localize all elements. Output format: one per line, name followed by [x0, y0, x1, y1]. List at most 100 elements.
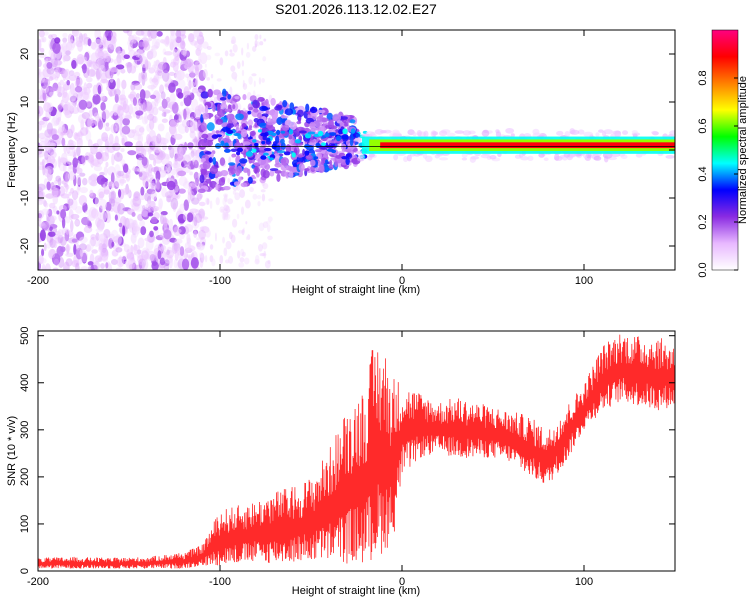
spectrogram-cell [527, 155, 534, 162]
spectrogram-cell [62, 40, 68, 53]
spectrogram-cell [374, 129, 384, 135]
spectrogram-cell [254, 39, 258, 48]
spectrogram-cell [122, 187, 131, 194]
spectrogram-cell [253, 118, 260, 123]
spectrogram-cell [137, 237, 145, 249]
spectrogram-cell [261, 253, 267, 257]
snr-xtick-label: 0 [399, 576, 405, 588]
spectrogram-cell [140, 226, 147, 236]
spectrogram-cell [239, 189, 245, 199]
spectrogram-cell [41, 266, 47, 270]
spectrogram-cell [197, 181, 200, 185]
spectrogram-cell [167, 166, 172, 178]
spectrogram-cell [369, 133, 377, 137]
spectrogram-cell [133, 83, 143, 91]
spectrogram-cell [110, 259, 118, 266]
spectrogram-cell [76, 174, 82, 186]
spectrogram-cell [41, 158, 45, 170]
spectrogram-cell [42, 91, 47, 101]
spectrogram-cell [168, 71, 176, 77]
spectrogram-cell [241, 123, 247, 128]
spectrogram-cell [393, 154, 399, 161]
spectrogram-cell [47, 231, 56, 237]
spectrogram-cell [75, 262, 80, 270]
spectrogram-cell [357, 136, 362, 143]
spectrogram-cell [261, 193, 266, 202]
spectrogram-cell [136, 93, 140, 99]
spectrogram-cell [137, 133, 144, 144]
spectrogram-cell [131, 212, 136, 217]
spectrogram-cell [505, 127, 515, 134]
snr-ytick-label: 500 [19, 327, 31, 345]
colorbar-gradient [711, 29, 739, 271]
spectrogram-cell [197, 58, 202, 64]
spectrogram-cell [217, 108, 225, 118]
spectrogram-cell [283, 151, 291, 156]
spectrogram-cell [60, 193, 70, 199]
spectrogram-cell [334, 160, 338, 167]
spectrogram-cell [222, 236, 225, 244]
spectrogram-cell [101, 211, 107, 222]
snr-xtick-label: 100 [575, 576, 593, 588]
spectrogram-cell [285, 172, 290, 179]
spectrogram-cell [307, 131, 316, 135]
spectrogram-cell [261, 78, 265, 83]
spectrogram-cell [52, 227, 58, 234]
spectrogram-cell [95, 217, 101, 228]
spectrogram-cell [43, 102, 52, 112]
spectrogram-cell [480, 153, 491, 159]
spectrogram-cell [228, 255, 234, 264]
spectrogram-cell [229, 52, 235, 57]
spectrogram-cell [49, 87, 57, 92]
spectrogram-cell [189, 130, 196, 139]
spectrogram-cell [201, 133, 209, 139]
spectrogram-cell [127, 44, 134, 52]
spectrogram-cell [205, 228, 211, 238]
spectrogram-cell [50, 151, 57, 159]
spectrogram-cell [151, 205, 160, 212]
spectrogram-cell [175, 36, 182, 44]
spectrogram-cell [340, 116, 348, 120]
spectrogram-cell [179, 203, 185, 214]
spectrogram-cell [180, 40, 186, 50]
spectrogram-cell [120, 68, 126, 74]
spectrogram-cell [635, 153, 643, 158]
spectrogram-cell [256, 172, 260, 178]
spectrogram-cell [67, 171, 76, 181]
spectrogram-cell [189, 116, 195, 127]
spectrogram-cell [236, 213, 240, 219]
spectrogram-cell [151, 191, 157, 201]
spectrogram-cell [209, 244, 214, 250]
spectrogram-cell [197, 193, 201, 199]
spectrogram-cell [128, 222, 136, 233]
spectrogram-cell [153, 60, 157, 69]
spectrogram-cell [252, 139, 257, 143]
spectrogram-cell [61, 217, 66, 229]
spectrogram-cell [166, 249, 170, 256]
spectrogram-cell [247, 136, 253, 140]
spectrogram-cell [144, 237, 153, 242]
spectrogram-cell [176, 247, 181, 256]
spectrogram-cell [101, 109, 110, 120]
spectrogram-cell [181, 258, 190, 270]
spectrogram-cell [261, 140, 266, 145]
snr-frame [37, 330, 676, 572]
spectrogram-cell [237, 250, 241, 259]
spectrogram-cell [38, 254, 44, 265]
spectrogram-cell [199, 52, 208, 65]
spectrogram-cell [136, 249, 142, 255]
spectrogram-cell [214, 52, 221, 57]
spectrogram-cell [234, 76, 238, 82]
snr-xtick-label: -200 [27, 576, 49, 588]
spectrogram-cell [186, 233, 191, 244]
spectrogram-cell [93, 162, 102, 168]
spectrogram-cell [58, 121, 65, 133]
spectrogram-cell [44, 166, 54, 175]
signal-band-core [380, 142, 675, 149]
colorbar-tick-label: 0.8 [697, 70, 709, 85]
spectrogram-cell [262, 169, 270, 179]
spectrogram-cell [38, 68, 41, 76]
spectrogram-cell [110, 68, 115, 76]
spectrogram-cell [90, 52, 100, 64]
spectrogram-cell [193, 230, 198, 238]
